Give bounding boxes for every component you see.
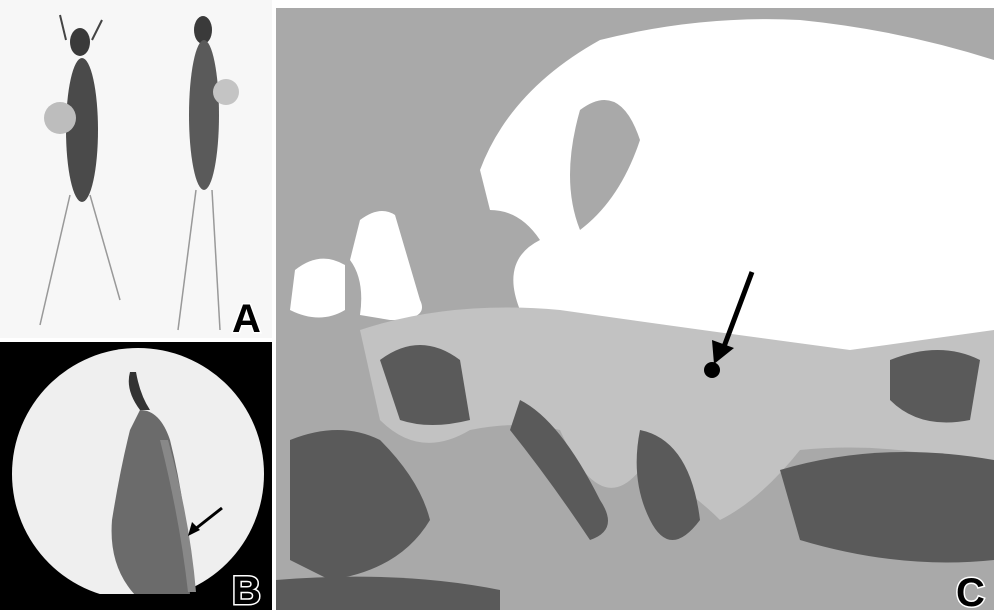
panel-label: B bbox=[232, 569, 261, 610]
panel-label: C bbox=[956, 571, 985, 610]
panel-a: A bbox=[0, 0, 272, 343]
panel-label: A bbox=[232, 297, 261, 341]
panel-c: C bbox=[276, 8, 994, 610]
panel-b: B bbox=[0, 342, 272, 610]
